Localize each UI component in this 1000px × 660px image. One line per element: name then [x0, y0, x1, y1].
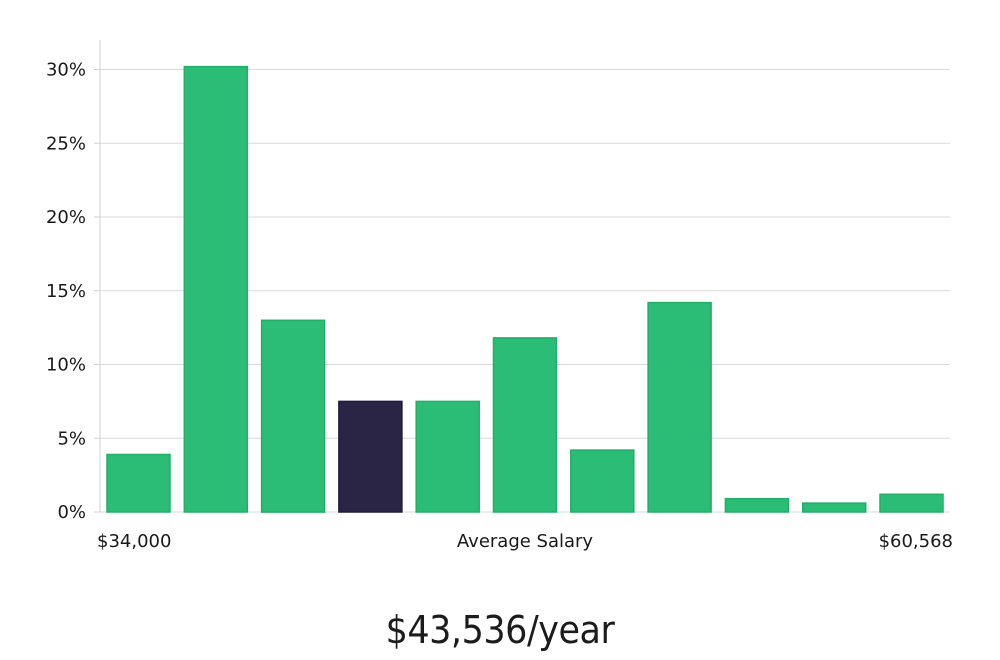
x-min-label: $34,000 — [97, 531, 171, 552]
x-axis-title: Average Salary — [457, 531, 594, 552]
y-tick-label: 5% — [57, 428, 86, 449]
y-tick-labels: 0% 5% 10% 15% 20% 25% 30% — [46, 60, 86, 524]
bar — [492, 337, 558, 513]
bar — [106, 453, 171, 513]
y-tick-label: 10% — [46, 355, 86, 376]
bar — [647, 301, 712, 513]
x-max-label: $60,568 — [879, 531, 953, 552]
bar — [879, 493, 944, 513]
y-tick-label: 20% — [46, 207, 86, 228]
bar-highlighted — [338, 400, 403, 513]
bar — [260, 319, 326, 513]
bar — [415, 400, 480, 513]
bar — [183, 65, 249, 513]
y-tick-label: 30% — [46, 60, 86, 81]
y-tick-label: 25% — [46, 133, 86, 154]
bar — [570, 449, 635, 513]
bar — [724, 497, 790, 513]
average-salary-headline: $43,536/year — [385, 608, 615, 652]
bar — [801, 502, 867, 513]
y-tick-label: 15% — [46, 281, 86, 302]
y-tick-label: 0% — [57, 502, 86, 523]
bars — [106, 65, 944, 513]
